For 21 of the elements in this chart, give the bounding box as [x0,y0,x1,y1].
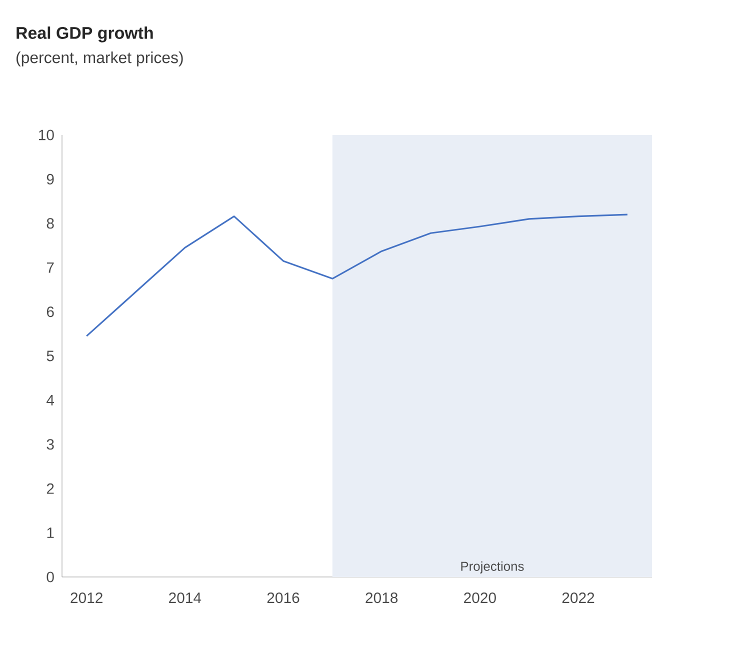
band-label: Projections [461,561,524,574]
y-tick-label: 6 [46,306,54,318]
x-tick-label: 2012 [70,592,102,604]
x-tick-label: 2022 [562,592,594,604]
x-tick-label: 2016 [267,592,300,604]
x-tick-label: 2014 [169,592,202,604]
x-tick-label: 2018 [366,592,398,604]
y-tick-label: 3 [46,439,54,450]
chart-subtitle: (percent, market prices) [16,52,183,66]
x-tick-label: 2020 [464,592,496,604]
y-tick-label: 1 [47,528,54,538]
y-tick-label: 8 [46,218,54,229]
y-tick-label: 7 [46,262,54,273]
line-series [86,214,628,337]
y-tick-label: 0 [46,572,54,582]
chart-title: Real GDP growth [16,26,153,42]
y-tick-label: 10 [39,130,54,140]
y-tick-label: 5 [46,350,54,362]
y-tick-label: 9 [46,174,54,184]
y-tick-label: 2 [46,483,54,494]
y-tick-label: 4 [46,395,54,406]
